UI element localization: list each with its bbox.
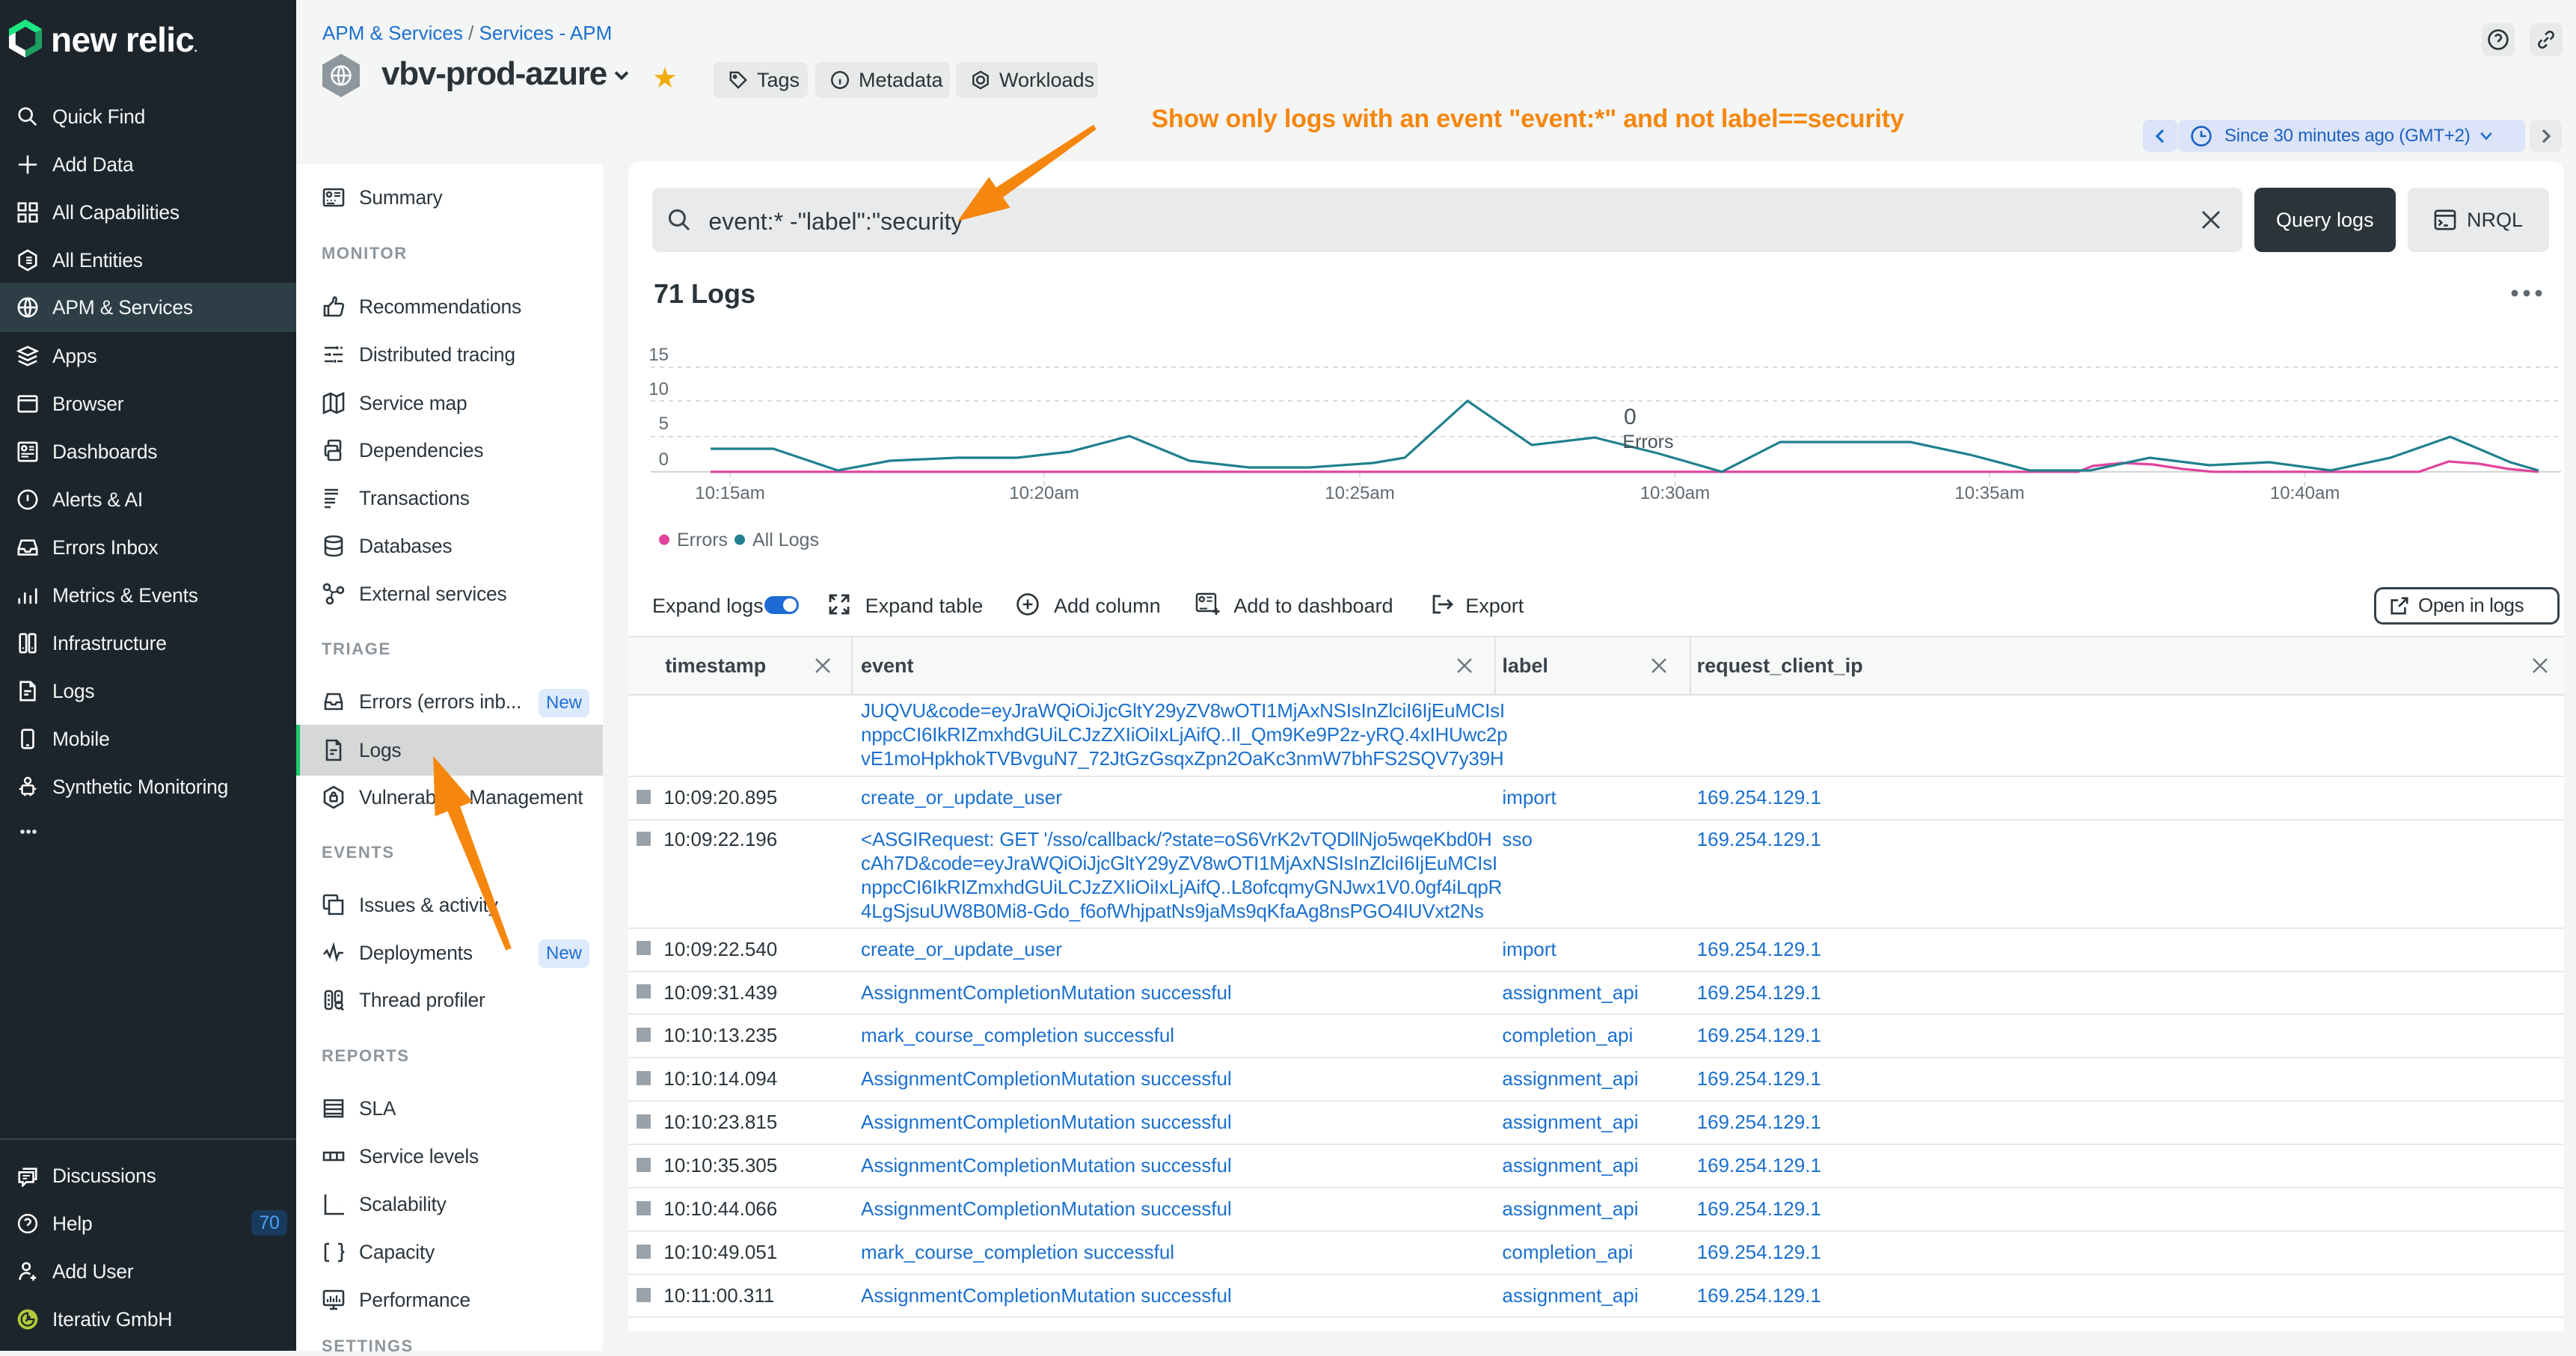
svg-text:10:25am: 10:25am [1325,483,1394,503]
svg-text:10:20am: 10:20am [1009,483,1079,503]
svg-text:10:30am: 10:30am [1640,483,1710,503]
svg-text:Errors: Errors [677,530,728,550]
svg-text:10:15am: 10:15am [695,483,764,503]
svg-text:Errors: Errors [1622,432,1673,452]
svg-text:0: 0 [1624,405,1637,429]
svg-text:5: 5 [659,414,669,434]
svg-text:10:40am: 10:40am [2270,483,2340,503]
svg-text:10:35am: 10:35am [1954,483,2024,503]
svg-text:15: 15 [648,345,669,365]
svg-text:10: 10 [648,379,669,399]
svg-text:0: 0 [659,450,669,470]
svg-text:All Logs: All Logs [752,530,819,550]
